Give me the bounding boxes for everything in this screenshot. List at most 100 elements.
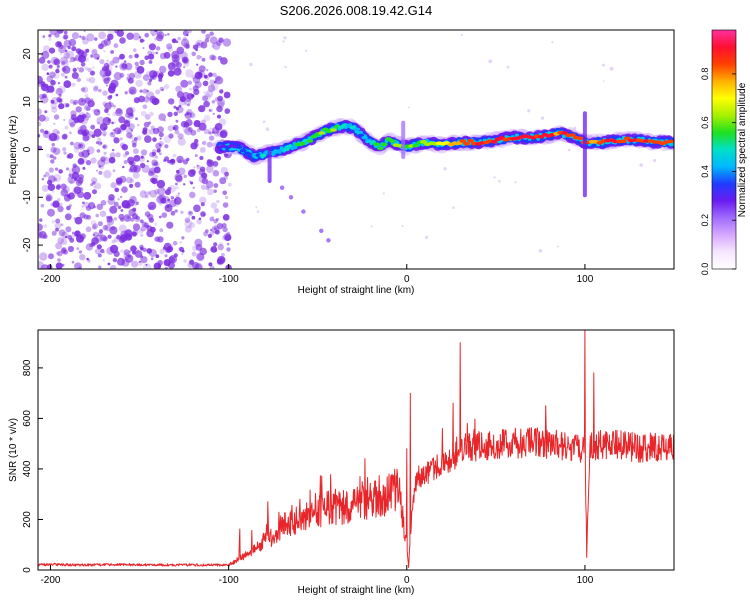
- noise-point: [158, 77, 163, 82]
- noise-point: [62, 35, 68, 40]
- noise-point: [63, 34, 69, 40]
- stray-point: [401, 225, 404, 227]
- noise-point: [200, 41, 208, 49]
- noise-point: [100, 200, 107, 206]
- stray-point: [602, 63, 605, 67]
- noise-point: [144, 191, 147, 194]
- noise-point: [60, 223, 64, 226]
- noise-point: [188, 259, 195, 266]
- noise-point: [47, 183, 56, 191]
- noise-point: [111, 239, 116, 244]
- noise-point: [117, 257, 125, 266]
- noise-point: [169, 158, 176, 165]
- noise-point: [157, 126, 164, 133]
- noise-point: [76, 114, 85, 123]
- noise-point: [183, 58, 188, 63]
- noise-point: [207, 84, 216, 93]
- noise-point: [71, 32, 80, 40]
- noise-point: [48, 253, 54, 260]
- noise-point: [128, 54, 133, 59]
- noise-point: [200, 184, 207, 190]
- noise-point: [102, 101, 107, 107]
- y-tick-label: 200: [22, 511, 33, 528]
- noise-point: [175, 186, 179, 190]
- noise-point: [45, 196, 52, 202]
- noise-point: [51, 230, 57, 236]
- noise-point: [68, 173, 72, 177]
- noise-point: [60, 238, 68, 246]
- noise-point: [91, 177, 98, 184]
- noise-point: [201, 142, 204, 145]
- noise-point: [40, 203, 45, 208]
- noise-point: [79, 51, 87, 59]
- noise-point: [142, 74, 150, 81]
- noise-point: [38, 108, 42, 116]
- noise-point: [175, 85, 183, 93]
- noise-point: [106, 59, 109, 62]
- noise-point: [92, 189, 97, 195]
- noise-point: [72, 101, 77, 106]
- stray-point: [382, 192, 385, 195]
- noise-point: [52, 128, 59, 136]
- noise-point: [158, 264, 162, 268]
- noise-point: [222, 202, 229, 208]
- noise-point: [132, 142, 137, 148]
- noise-point: [70, 56, 76, 63]
- noise-point: [85, 205, 92, 211]
- stray-point: [249, 62, 253, 67]
- noise-point: [224, 195, 229, 200]
- ridge-peak: [388, 139, 396, 143]
- noise-point: [203, 93, 211, 101]
- noise-point: [126, 216, 130, 219]
- noise-point: [113, 250, 120, 257]
- noise-point: [150, 30, 159, 36]
- noise-point: [129, 183, 134, 188]
- noise-point: [211, 131, 215, 134]
- noise-point: [67, 235, 73, 240]
- noise-point: [45, 194, 53, 202]
- noise-point: [175, 61, 182, 69]
- noise-point: [194, 138, 199, 144]
- ridge-peak: [361, 135, 369, 140]
- noise-point: [42, 130, 51, 139]
- noise-point: [58, 169, 63, 174]
- noise-point: [70, 141, 74, 146]
- noise-point: [112, 169, 116, 173]
- noise-point: [135, 79, 143, 88]
- noise-point: [98, 265, 102, 269]
- noise-point: [44, 171, 50, 177]
- noise-point: [95, 141, 100, 145]
- spectrogram-y-axis: -20 -10 0 10 20: [22, 48, 43, 252]
- noise-point: [142, 104, 148, 109]
- noise-point: [211, 55, 217, 61]
- noise-point: [106, 247, 115, 255]
- noise-point: [213, 183, 219, 188]
- noise-point: [53, 122, 56, 126]
- noise-point: [38, 134, 41, 138]
- noise-point: [152, 161, 160, 170]
- noise-point: [158, 141, 164, 147]
- noise-point: [112, 257, 118, 263]
- noise-point: [50, 102, 58, 110]
- noise-point: [175, 182, 178, 186]
- noise-point: [96, 244, 102, 250]
- ridge-peak: [330, 128, 337, 132]
- noise-point: [69, 180, 74, 184]
- ridge-peak: [353, 127, 361, 132]
- noise-point: [71, 234, 75, 239]
- colorbar-tick-label: 0.6: [700, 116, 710, 129]
- noise-point: [121, 144, 128, 151]
- stray-point: [460, 33, 463, 37]
- noise-point: [192, 186, 195, 189]
- noise-point: [214, 131, 219, 137]
- noise-point: [119, 137, 123, 141]
- x-tick-label: -200: [40, 575, 60, 586]
- noise-point: [123, 159, 128, 165]
- noise-point: [150, 257, 154, 261]
- noise-point: [140, 233, 144, 237]
- noise-point: [214, 229, 220, 235]
- noise-point: [87, 152, 90, 156]
- noise-point: [132, 171, 140, 179]
- noise-point: [69, 122, 76, 128]
- y-tick-label: -10: [22, 190, 33, 205]
